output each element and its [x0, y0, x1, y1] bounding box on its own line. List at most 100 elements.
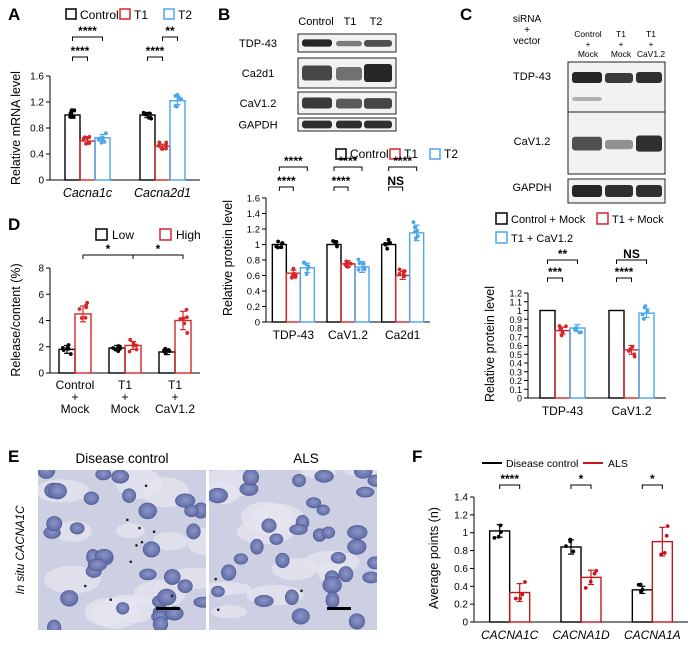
E-micrograph-als-nucleus	[284, 589, 299, 606]
A-sig-1-label: ****	[78, 24, 97, 38]
C-sig-4-bracket	[616, 277, 632, 282]
B-y-tick-label: 1	[255, 240, 260, 251]
D-data-point	[66, 346, 71, 351]
panel-F-label: F	[412, 447, 422, 466]
B-data-point	[397, 271, 402, 276]
C-lane-label: Control	[574, 29, 602, 39]
B-y-tick-label: 0.4	[247, 287, 260, 298]
B-data-point	[304, 272, 309, 277]
C-header-label: siRNA	[513, 14, 542, 25]
E-micrograph-disease-control-signal-dot	[135, 544, 138, 547]
A-sig-3-bracket	[147, 56, 163, 61]
B-blot-band	[364, 39, 392, 47]
C-blot-band	[636, 185, 662, 197]
B-blot-band	[336, 120, 362, 129]
D-data-point	[60, 345, 65, 350]
B-blot-band	[364, 98, 392, 109]
B-data-point	[344, 259, 349, 264]
C-sig-2-label: ***	[548, 265, 562, 279]
A-data-point	[157, 140, 162, 145]
B-data-point	[361, 261, 366, 266]
D-data-point	[134, 343, 139, 348]
panel-B-label: B	[218, 5, 230, 24]
A-bar	[64, 114, 81, 181]
D-data-point	[185, 315, 189, 320]
E-micrograph-disease-control-nucleus	[164, 606, 184, 621]
E-title-disease-control: Disease control	[75, 451, 168, 466]
E-micrograph-als-nucleus	[325, 591, 340, 609]
A-bar	[79, 140, 96, 181]
A-data-point	[103, 131, 108, 136]
E-micrograph-als-nucleus	[254, 595, 274, 607]
D-data-point	[79, 316, 84, 320]
A-y-tick-label: 0.4	[30, 150, 44, 161]
B-data-point	[385, 246, 390, 251]
A-data-point	[68, 111, 73, 116]
C-y-tick-label: 0.7	[509, 332, 522, 342]
B-blot-label: GAPDH	[238, 120, 277, 132]
B-bar	[394, 274, 411, 323]
B-lane-label: T1	[344, 16, 357, 28]
B-sig-4-bracket	[333, 186, 349, 191]
C-lane-label: +	[649, 39, 654, 49]
C-blot-band	[605, 185, 633, 197]
B-sig-4-label: ****	[332, 174, 351, 188]
B-category-label: Ca2d1	[385, 328, 421, 342]
F-data-point	[659, 552, 664, 557]
F-y-tick-label: 1.2	[454, 510, 468, 521]
E-micrograph-als-nucleus	[330, 552, 346, 564]
C-lane-label: CaV1.2	[637, 49, 666, 59]
C-sig-3-bracket	[616, 259, 647, 264]
F-y-tick-label: 1.4	[454, 493, 468, 504]
E-micrograph-disease-control-nucleus	[46, 516, 63, 532]
F-data-point	[564, 544, 568, 549]
D-data-point	[128, 337, 133, 342]
D-y-axis-title: Release/content (%)	[9, 263, 23, 376]
B-sig-3-bracket	[333, 166, 363, 171]
C-bar	[638, 312, 655, 399]
legend-label-D: Low	[112, 228, 134, 242]
B-data-point	[276, 239, 280, 244]
B-data-point	[331, 239, 335, 243]
F-data-point	[499, 530, 503, 534]
F-data-point	[520, 592, 525, 597]
F-data-point	[639, 589, 643, 594]
C-sig-4-label: ****	[615, 265, 634, 279]
A-y-tick-label: 0	[38, 176, 44, 187]
E-micrograph-disease-control-cytoplasm	[152, 531, 188, 551]
C-bar	[554, 329, 571, 399]
A-data-point	[97, 136, 102, 141]
E-micrograph-disease-control-nucleus	[83, 491, 99, 505]
F-category-label: CACNA1A	[624, 628, 681, 642]
C-data-point	[564, 324, 568, 329]
E-micrograph-disease-control-signal-dot	[138, 526, 141, 530]
C-blot-band	[636, 72, 662, 83]
legend-swatch-B	[389, 148, 401, 160]
A-data-point	[156, 143, 161, 148]
E-micrograph-disease-control-nucleus	[116, 602, 130, 615]
C-lane-label: T1	[616, 29, 626, 39]
legend-label-F: Disease control	[506, 458, 578, 470]
D-category-label: +	[121, 390, 128, 404]
C-data-point	[630, 345, 635, 349]
A-data-point	[179, 97, 184, 101]
B-bar	[326, 243, 342, 323]
D-category-label: Mock	[111, 402, 141, 416]
A-data-point	[84, 141, 88, 146]
E-micrograph-disease-control-nucleus	[157, 588, 177, 606]
E-micrograph-als-cytoplasm	[209, 581, 252, 596]
B-y-tick-label: 1.6	[247, 194, 260, 205]
B-y-tick-label: 0.2	[247, 302, 260, 313]
D-y-tick-label: 2	[38, 342, 44, 353]
C-y-tick-label: 1.2	[509, 289, 522, 299]
B-data-point	[357, 261, 362, 266]
D-data-point	[178, 317, 183, 321]
E-micrograph-als-nucleus	[211, 585, 225, 597]
F-bar	[488, 530, 511, 623]
F-sig-1-bracket	[499, 484, 521, 489]
E-micrograph-als-nucleus	[348, 613, 365, 630]
E-micrograph-als-nucleus	[209, 487, 228, 504]
D-data-point	[84, 305, 89, 310]
F-bar	[560, 546, 582, 623]
D-data-point	[68, 352, 73, 356]
